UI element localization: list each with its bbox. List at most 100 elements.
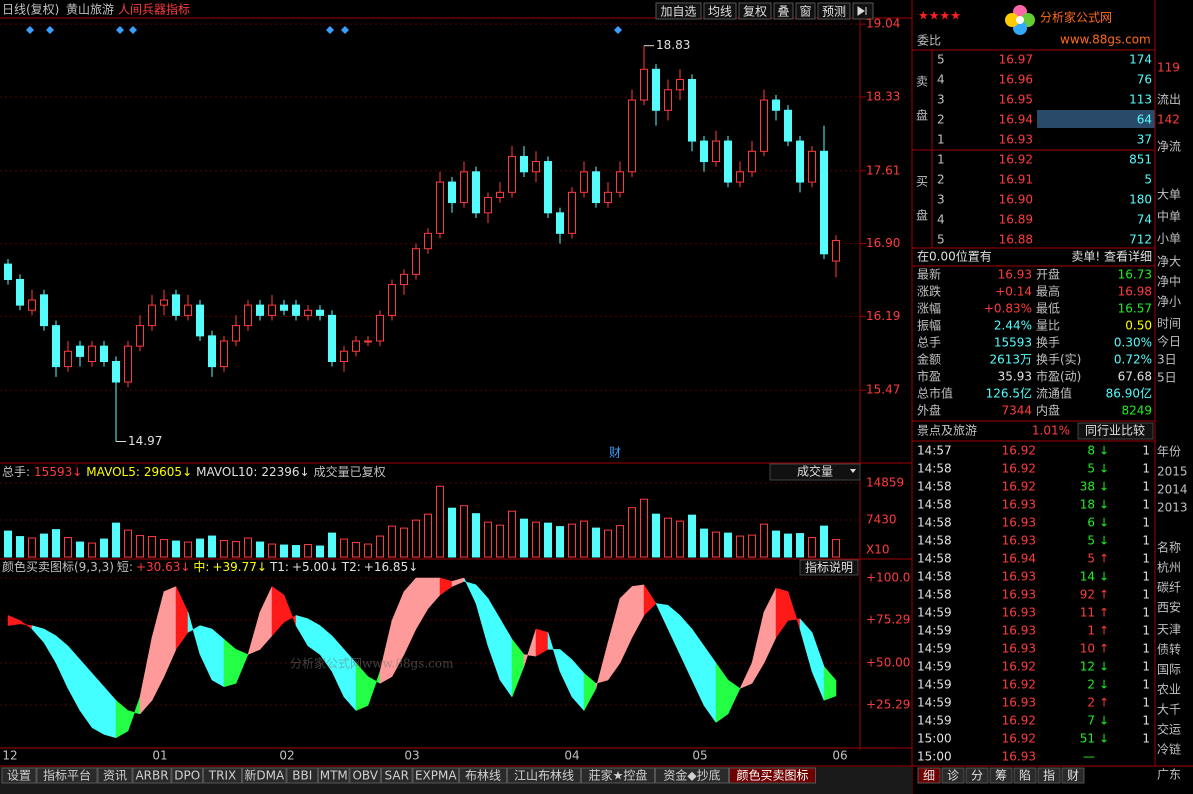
toolbar-button[interactable] (817, 2, 851, 20)
volume-selector-label[interactable]: 成交量 (797, 464, 833, 479)
tab-label[interactable]: 设置 (7, 769, 31, 783)
tab-label[interactable]: ARBR (135, 769, 168, 783)
candle-body (256, 304, 264, 316)
industry-button-label[interactable]: 同行业比较 (1085, 423, 1145, 438)
indicator-help-button[interactable] (799, 559, 859, 576)
tab[interactable] (349, 767, 381, 784)
volume-bar (676, 520, 684, 558)
side-strip-label: 年份 (1157, 445, 1181, 459)
tab[interactable] (132, 767, 172, 784)
tab-label[interactable]: 资讯 (103, 769, 127, 783)
ratio-label: 委比 (917, 34, 941, 48)
tab[interactable] (581, 767, 655, 784)
toolbar-button[interactable] (703, 2, 737, 20)
level-price: 16.97 (999, 53, 1033, 67)
trade-direction: ↓ (1099, 678, 1109, 692)
trade-direction: ↓ (1099, 444, 1109, 458)
toolbar-button-label[interactable]: 加自选 (660, 5, 696, 19)
tab-label[interactable]: 资金◆抄底 (663, 768, 720, 783)
trade-time: 15:00 (917, 732, 952, 746)
quote-value: 16.98 (1118, 285, 1152, 299)
industry-button[interactable] (1077, 422, 1154, 440)
legend-part: MAVOL5: (86, 465, 140, 479)
side-tab[interactable] (965, 767, 989, 784)
tab[interactable] (318, 767, 350, 784)
period: 日线(复权) (2, 3, 59, 17)
tab[interactable] (459, 767, 507, 784)
trade-volume: 5 (1087, 552, 1095, 566)
tab[interactable] (203, 767, 242, 784)
selector-caret (850, 469, 856, 473)
tab-label[interactable]: 颜色买卖图标 (736, 768, 808, 783)
tab-label[interactable]: DPO (174, 769, 200, 783)
quote-value: 16.57 (1118, 302, 1152, 316)
tab[interactable] (655, 767, 729, 784)
toolbar-button[interactable] (738, 2, 772, 20)
tab-label[interactable]: OBV (352, 769, 378, 783)
level-price: 16.96 (999, 73, 1033, 87)
toolbar-button[interactable] (795, 2, 816, 20)
candle-body (820, 150, 828, 255)
level: 5 (937, 233, 945, 247)
tab[interactable] (171, 767, 203, 784)
volume-bar (784, 533, 792, 558)
volume-bar (316, 545, 324, 558)
stock-name: 黄山旅游 (66, 3, 114, 17)
indicator-help-label[interactable]: 指标说明 (805, 560, 853, 575)
tab-label[interactable]: SAR (385, 769, 409, 783)
side-strip-label: 流出 (1157, 93, 1181, 107)
tab[interactable] (36, 767, 98, 784)
tab-label[interactable]: MTM (320, 769, 348, 783)
tab[interactable] (1, 767, 37, 784)
side-strip-label: 农业 (1157, 683, 1181, 697)
tab-label[interactable]: BBI (292, 769, 312, 783)
candle-body (436, 181, 444, 234)
toolbar-button[interactable] (655, 2, 702, 20)
notice-link[interactable]: 卖单! 查看详细 (1071, 249, 1152, 264)
toolbar-button-label[interactable]: 复权 (743, 5, 767, 19)
tab[interactable] (729, 767, 816, 784)
toolbar-button-label[interactable]: 叠 (777, 5, 789, 19)
toolbar-button-label[interactable]: 预测 (822, 5, 846, 19)
tab[interactable] (412, 767, 459, 784)
tab[interactable] (507, 767, 581, 784)
trade-volume: 8 (1087, 444, 1095, 458)
tab[interactable] (97, 767, 133, 784)
tab-label[interactable]: TRIX (208, 769, 236, 783)
tab-label[interactable]: 新DMA (244, 768, 285, 783)
toolbar-button-label[interactable]: 均线 (708, 5, 732, 19)
side-tab-label[interactable]: 细 (923, 769, 935, 783)
side-tab-label[interactable]: 分 (971, 769, 983, 783)
side-tab[interactable] (1013, 767, 1037, 784)
tab[interactable] (242, 767, 287, 784)
side-tab-label[interactable]: 陷 (1019, 768, 1031, 783)
candle-body (400, 273, 408, 286)
candle-body (208, 335, 216, 368)
side-tab-label[interactable]: 诊 (947, 769, 959, 783)
volume-selector[interactable] (769, 463, 861, 481)
side-tab-label[interactable]: 指 (1043, 768, 1055, 783)
tab-label[interactable]: 江山布林线 (514, 769, 574, 783)
side-tab[interactable] (917, 767, 941, 784)
side-tab[interactable] (1037, 767, 1061, 784)
candle-body (664, 89, 672, 111)
tab-label[interactable]: 指标平台 (43, 768, 91, 783)
tab[interactable] (286, 767, 318, 784)
tab-label[interactable]: EXPMA (415, 769, 457, 783)
side-tab-label[interactable]: 筹 (995, 769, 1007, 783)
side-strip-label: 杭州 (1157, 560, 1181, 575)
side-tab[interactable] (1061, 767, 1085, 784)
tab[interactable] (381, 767, 413, 784)
side-strip-label: 5日 (1157, 371, 1177, 385)
trade-count: 1 (1142, 732, 1150, 746)
side-tab[interactable] (941, 767, 965, 784)
tab-label[interactable]: 布林线 (465, 769, 501, 783)
volume-bar (76, 541, 84, 558)
side-tab[interactable] (989, 767, 1013, 784)
candle-body (508, 155, 516, 193)
toolbar-button-label[interactable]: 窗 (799, 5, 811, 19)
toolbar-button[interactable] (773, 2, 794, 20)
side-tab-label[interactable]: 财 (1067, 769, 1079, 783)
signal-diamond (116, 26, 124, 34)
tab-label[interactable]: 莊家★控盘 (589, 768, 648, 783)
